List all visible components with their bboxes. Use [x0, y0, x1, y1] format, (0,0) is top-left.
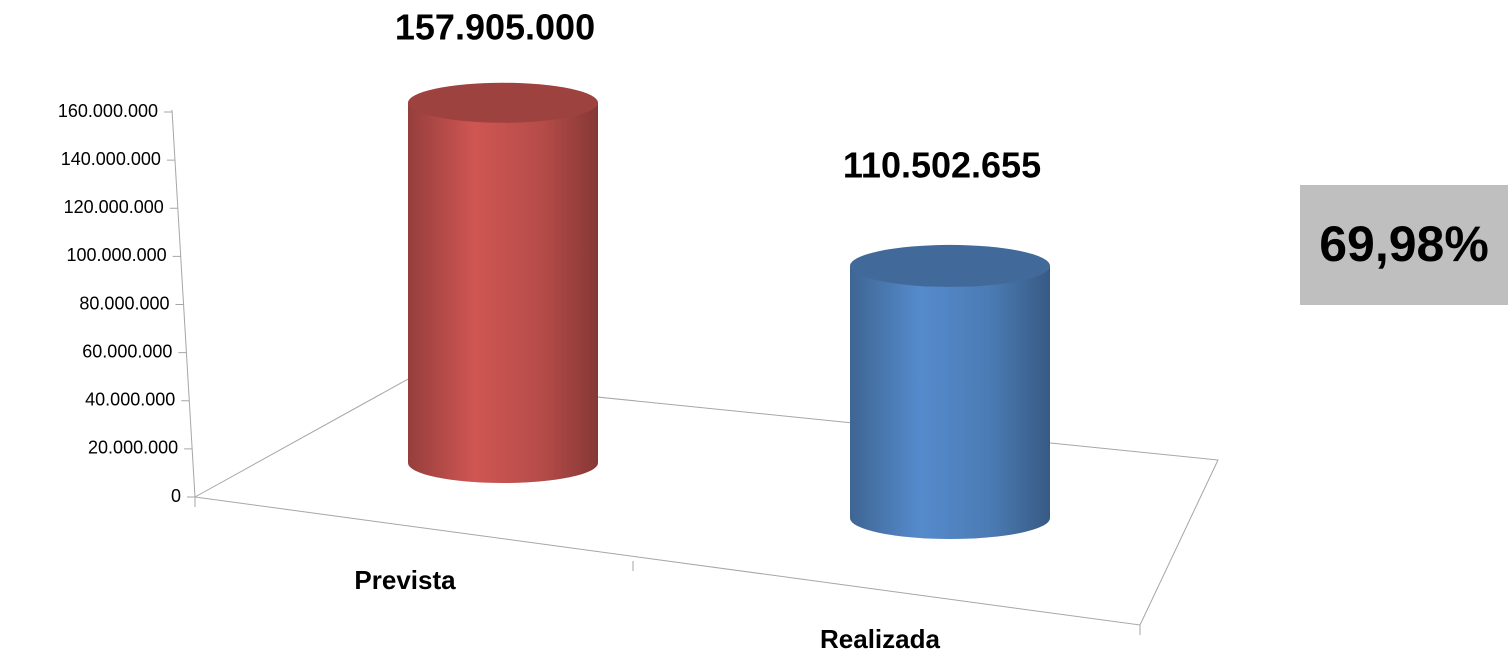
- bar: [850, 265, 1050, 539]
- annotation: 69,98%: [1319, 216, 1489, 272]
- y-axis: [171, 109, 196, 498]
- floor: [193, 377, 1219, 626]
- value-label: 157.905.000: [395, 7, 595, 48]
- y-tick-label: 160.000.000: [58, 101, 158, 121]
- y-tick-label: 80.000.000: [79, 293, 169, 313]
- y-tick-label: 60.000.000: [82, 341, 172, 361]
- y-tick-label: 20.000.000: [88, 438, 178, 458]
- x-tick-label: Prevista: [354, 565, 456, 595]
- bar-top: [408, 82, 598, 123]
- x-tick-label: Realizada: [820, 624, 940, 654]
- y-tick-label: 100.000.000: [67, 245, 167, 265]
- annotation-box: [1300, 185, 1508, 305]
- bar-top: [850, 244, 1050, 287]
- value-label: 110.502.655: [843, 145, 1041, 186]
- y-tick-label: 40.000.000: [85, 390, 175, 410]
- y-tick-label: 140.000.000: [61, 149, 161, 169]
- y-tick-label: 0: [171, 486, 181, 506]
- bar: [408, 102, 598, 483]
- y-tick-label: 120.000.000: [64, 197, 164, 217]
